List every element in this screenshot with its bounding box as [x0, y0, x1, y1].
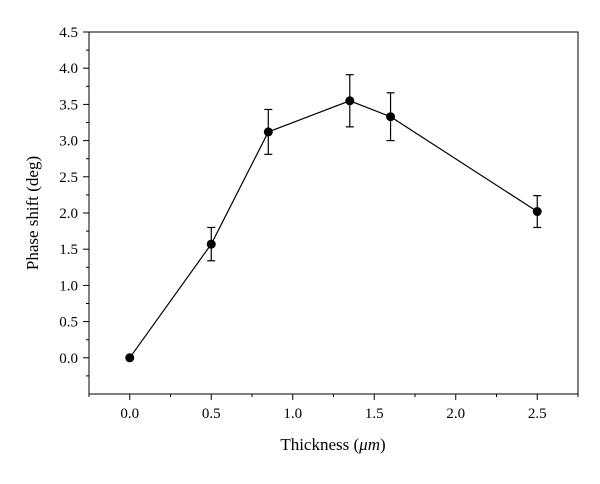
data-point — [263, 127, 273, 137]
x-axis: 0.0 0.5 1.0 1.5 2.0 2.5 — [88, 394, 579, 422]
y-tick-label: 4.5 — [59, 25, 78, 41]
data-point — [532, 207, 542, 217]
x-tick-label: 2.5 — [528, 406, 547, 422]
data-point — [386, 112, 396, 122]
y-tick-label: 3.0 — [59, 134, 78, 150]
data-point — [125, 353, 135, 363]
y-axis: 0.0 0.5 1.0 1.5 2.0 2.5 3.0 3.5 4.0 4.5 — [59, 25, 89, 377]
x-tick-label: 1.5 — [365, 406, 384, 422]
x-tick-label: 0.0 — [120, 406, 139, 422]
y-axis-label: Phase shift (deg) — [23, 156, 42, 270]
y-tick-label: 0.5 — [59, 315, 78, 331]
x-tick-label: 2.0 — [446, 406, 465, 422]
x-axis-label: Thickness (μm) — [280, 435, 385, 454]
plot-frame — [88, 31, 579, 395]
x-tick-label: 1.0 — [283, 406, 302, 422]
y-tick-label: 0.0 — [59, 351, 78, 367]
y-tick-label: 2.5 — [59, 170, 78, 186]
data-point — [206, 239, 216, 249]
x-tick-label: 0.5 — [202, 406, 221, 422]
y-tick-label: 3.5 — [59, 97, 78, 113]
y-tick-label: 1.0 — [59, 278, 78, 294]
y-tick-label: 2.0 — [59, 206, 78, 222]
x-axis-label-close: ) — [380, 435, 386, 454]
x-axis-label-main: Thickness ( — [280, 435, 359, 454]
series-layer — [125, 74, 542, 363]
y-tick-label: 1.5 — [59, 242, 78, 258]
series-line — [129, 100, 538, 359]
x-axis-label-unit: μm — [358, 435, 380, 454]
data-point — [345, 96, 355, 106]
y-tick-label: 4.0 — [59, 61, 78, 77]
